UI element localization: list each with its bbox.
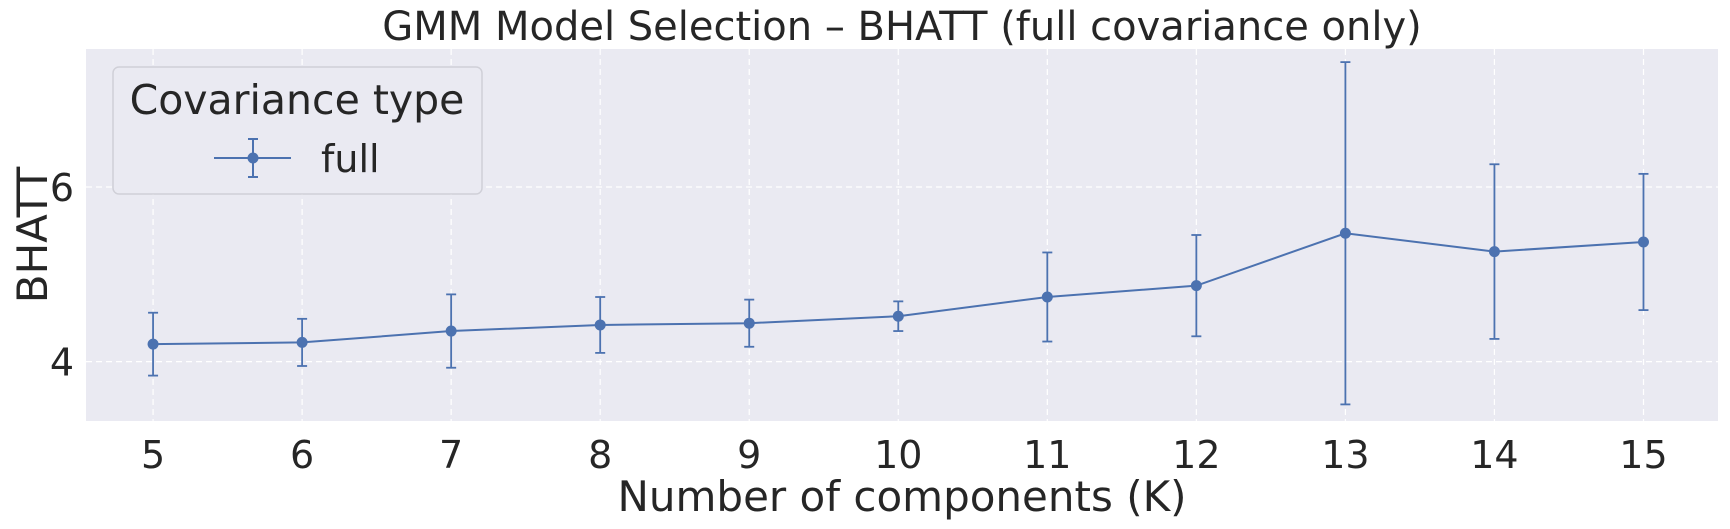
tick-labels: 5 6 7 8 9 10 11 12 13 14 15 4 6 — [50, 166, 1668, 477]
y-axis-label: BHATT — [8, 166, 57, 303]
data-point — [1488, 246, 1500, 258]
x-tick-label: 12 — [1172, 433, 1220, 477]
chart-title: GMM Model Selection – BHATT (full covari… — [382, 4, 1422, 50]
x-tick-label: 5 — [141, 433, 165, 477]
x-tick-label: 6 — [290, 433, 314, 477]
y-tick-label: 4 — [50, 341, 74, 385]
x-tick-label: 9 — [737, 433, 761, 477]
x-tick-label: 14 — [1470, 433, 1518, 477]
x-tick-label: 8 — [588, 433, 612, 477]
x-tick-label: 10 — [874, 433, 922, 477]
data-point — [296, 336, 308, 348]
x-axis-label: Number of components (K) — [617, 472, 1186, 521]
series-layer — [147, 61, 1649, 406]
legend-label-full: full — [321, 137, 380, 181]
x-tick-label: 7 — [439, 433, 463, 477]
data-point — [892, 310, 904, 322]
data-point — [147, 338, 159, 350]
x-tick-label: 15 — [1619, 433, 1667, 477]
x-tick-label: 13 — [1321, 433, 1369, 477]
data-point — [743, 317, 755, 329]
legend-title: Covariance type — [130, 76, 465, 124]
legend-marker-point — [247, 152, 259, 164]
data-point — [445, 325, 457, 337]
legend-box — [112, 66, 483, 195]
x-tick-label: 11 — [1023, 433, 1071, 477]
data-point — [1190, 280, 1202, 292]
data-point — [1339, 227, 1351, 239]
data-point — [1041, 291, 1053, 303]
data-point — [1637, 236, 1649, 248]
y-tick-label: 6 — [50, 166, 74, 210]
data-point — [594, 319, 606, 331]
legend: Covariance type full — [112, 66, 483, 195]
